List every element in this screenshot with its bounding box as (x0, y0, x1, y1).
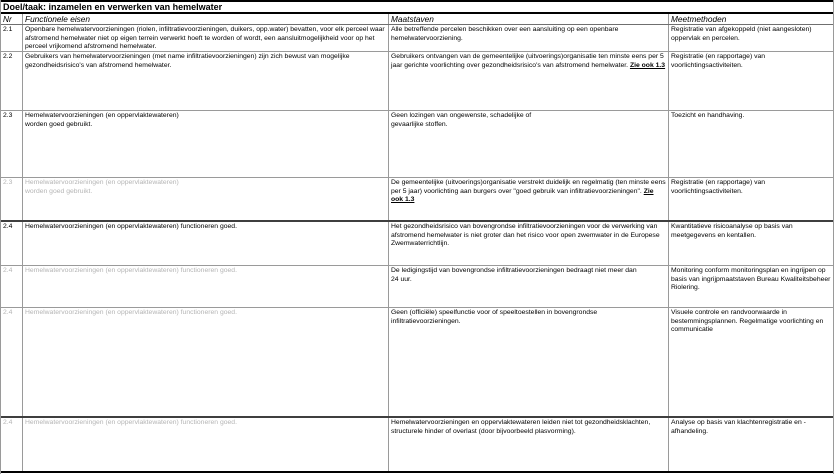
table-row-2-4d: 2.4 Hemelwatervoorzieningen (en oppervla… (1, 418, 833, 473)
cell-functionele-eis: Hemelwatervoorzieningen (en oppervlaktew… (23, 418, 389, 471)
cell-nr: 2.3 (1, 111, 23, 177)
cell-maatstaf: De ledigingstijd van bovengrondse infilt… (389, 266, 669, 307)
cell-maatstaf: Geen lozingen van ongewenste, schadelijk… (389, 111, 669, 177)
cell-functionele-eis: Openbare hemelwatervoorzieningen (riolen… (23, 25, 389, 51)
cell-meetmethode: Monitoring conform monitoringsplan en in… (671, 267, 831, 292)
cell-maatstaf: Hemelwatervoorzieningen en oppervlaktewa… (389, 418, 669, 471)
cell-nr: 2.4 (1, 308, 23, 416)
cell-meetmethode: Analyse op basis van klachtenregistratie… (671, 419, 806, 435)
cell-nr: 2.3 (1, 178, 23, 220)
cell-functionele-eis: Hemelwatervoorzieningen (en oppervlaktew… (23, 178, 389, 220)
maatstaf-text: De gemeentelijke (uitvoerings)organisati… (391, 179, 666, 195)
table-row-2-1: 2.1 Openbare hemelwatervoorzieningen (ri… (1, 25, 833, 52)
cell-nr: 2.4 (1, 266, 23, 307)
col-header-nr: Nr (1, 14, 23, 24)
cell-maatstaf: De gemeentelijke (uitvoerings)organisati… (389, 178, 669, 220)
cell-meetmethode: Registratie (en rapportage) van voorlich… (671, 179, 766, 195)
cell-maatstaf: Alle betreffende percelen beschikken ove… (389, 25, 669, 51)
cell-maatstaf: Gebruikers ontvangen van de gemeentelijk… (389, 52, 669, 110)
cell-nr: 2.1 (1, 25, 23, 51)
table-row-2-2: 2.2 Gebruikers van hemelwatervoorziening… (1, 52, 833, 111)
table-header-row: Nr Functionele eisen Maatstaven Meetmeth… (1, 14, 833, 25)
table-title: Doel/taak: inzamelen en verwerken van he… (1, 0, 833, 14)
cell-meetmethode: Registratie van afgekoppeld (niet aanges… (671, 26, 812, 42)
cell-meetmethode: Kwantitatieve risicoanalyse op basis van… (671, 223, 793, 239)
table-row-2-4c: 2.4 Hemelwatervoorzieningen (en oppervla… (1, 308, 833, 418)
maatstaf-text: Geen (officiële) speelfunctie voor of sp… (391, 309, 598, 325)
cell-functionele-eis: Hemelwatervoorzieningen (en oppervlaktew… (23, 222, 389, 265)
maatstaf-text: Alle betreffende percelen beschikken ove… (391, 26, 619, 42)
maatstaf-text: De ledigingstijd van bovengrondse infilt… (391, 267, 637, 283)
cell-nr: 2.2 (1, 52, 23, 110)
maatstaf-text: Gebruikers ontvangen van de gemeentelijk… (391, 53, 664, 69)
cell-meetmethode: Toezicht en handhaving. (671, 112, 745, 119)
maatstaf-text: Geen lozingen van ongewenste, schadelijk… (391, 112, 532, 128)
table-row-2-3a: 2.3 Hemelwatervoorzieningen (en oppervla… (1, 111, 833, 178)
table-row-2-3b: 2.3 Hemelwatervoorzieningen (en oppervla… (1, 178, 833, 222)
maatstaf-text: Hemelwatervoorzieningen en oppervlaktewa… (391, 419, 651, 435)
cell-meetmethode: Registratie (en rapportage) van voorlich… (671, 53, 766, 69)
col-header-maatstaven: Maatstaven (389, 14, 669, 24)
maatstaf-text: Het gezondheidsrisico van bovengrondse i… (391, 223, 660, 248)
cell-nr: 2.4 (1, 222, 23, 265)
cell-meetmethode: Visuele controle en randvoorwaarde in be… (671, 309, 824, 334)
cell-maatstaf: Het gezondheidsrisico van bovengrondse i… (389, 222, 669, 265)
cell-functionele-eis: Hemelwatervoorzieningen (en oppervlaktew… (23, 266, 389, 307)
table-row-2-4b: 2.4 Hemelwatervoorzieningen (en oppervla… (1, 266, 833, 308)
col-header-meetmethoden: Meetmethoden (671, 14, 727, 24)
cell-maatstaf: Geen (officiële) speelfunctie voor of sp… (389, 308, 669, 416)
zie-ook-link[interactable]: Zie ook 1.3 (629, 61, 666, 69)
table-row-2-4a: 2.4 Hemelwatervoorzieningen (en oppervla… (1, 222, 833, 266)
col-header-functionele-eisen: Functionele eisen (23, 14, 389, 24)
cell-functionele-eis: Gebruikers van hemelwatervoorzieningen (… (23, 52, 389, 110)
cell-nr: 2.4 (1, 418, 23, 471)
cell-functionele-eis: Hemelwatervoorzieningen (en oppervlaktew… (23, 308, 389, 416)
cell-functionele-eis: Hemelwatervoorzieningen (en oppervlaktew… (23, 111, 389, 177)
zie-ook-link[interactable]: Zie ook 1.3 (391, 187, 654, 204)
